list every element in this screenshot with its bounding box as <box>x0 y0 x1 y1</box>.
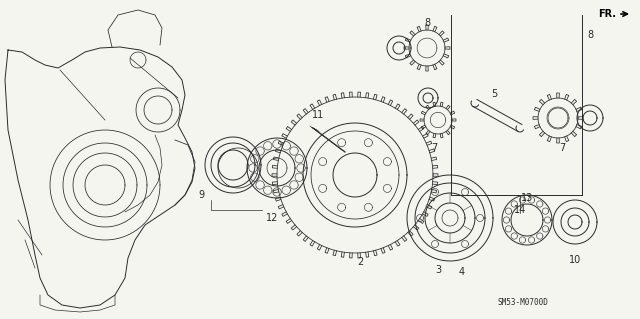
Text: 8: 8 <box>424 18 430 28</box>
Text: 7: 7 <box>559 143 565 153</box>
Text: 8: 8 <box>587 30 593 40</box>
Text: 4: 4 <box>459 267 465 277</box>
Text: 2: 2 <box>357 257 363 267</box>
Text: 11: 11 <box>312 110 324 120</box>
Text: SM53-M0700D: SM53-M0700D <box>498 298 549 307</box>
Text: 12: 12 <box>266 213 278 223</box>
Text: 13: 13 <box>521 193 533 203</box>
Text: 3: 3 <box>435 265 441 275</box>
Text: FR.: FR. <box>598 9 616 19</box>
Text: 5: 5 <box>491 89 497 99</box>
Text: 14: 14 <box>514 205 526 215</box>
Text: 10: 10 <box>569 255 581 265</box>
Text: 9: 9 <box>198 190 204 200</box>
Text: 7: 7 <box>431 143 437 153</box>
